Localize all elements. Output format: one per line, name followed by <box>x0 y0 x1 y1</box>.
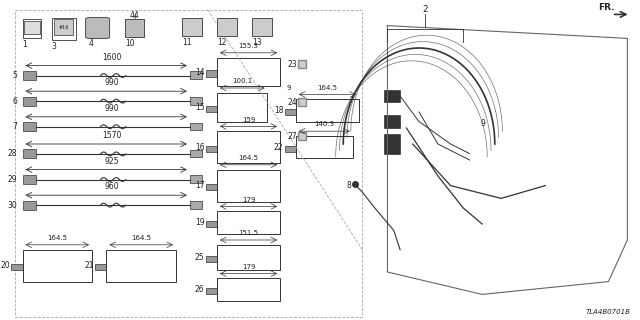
Text: 140.3: 140.3 <box>314 121 334 127</box>
Bar <box>106 250 176 282</box>
Bar <box>22 19 42 38</box>
Text: 10: 10 <box>125 39 135 48</box>
Bar <box>205 70 217 77</box>
Bar <box>22 122 36 131</box>
Bar <box>22 71 36 80</box>
Bar <box>190 175 202 183</box>
Text: 164.5: 164.5 <box>239 155 259 161</box>
Bar <box>205 184 217 190</box>
Bar <box>205 106 217 112</box>
Bar <box>22 201 36 210</box>
Text: 26: 26 <box>195 285 204 294</box>
Bar <box>54 19 73 35</box>
Text: 164.5: 164.5 <box>47 235 67 241</box>
Bar <box>205 146 217 152</box>
Bar <box>22 97 36 106</box>
Bar <box>217 245 280 270</box>
Text: 3: 3 <box>52 42 56 51</box>
Text: 164.5: 164.5 <box>131 235 151 241</box>
Text: 960: 960 <box>104 182 119 191</box>
Text: 925: 925 <box>104 157 119 166</box>
Text: 5: 5 <box>13 71 17 80</box>
Bar <box>217 93 268 122</box>
Text: 155.3: 155.3 <box>239 43 259 49</box>
Text: 14: 14 <box>195 68 204 76</box>
Bar <box>384 90 400 102</box>
Bar <box>217 131 280 163</box>
Text: 8: 8 <box>346 181 351 190</box>
Text: 6: 6 <box>13 97 17 106</box>
Text: 990: 990 <box>104 104 119 113</box>
Text: 29: 29 <box>8 175 17 184</box>
Bar <box>285 146 296 152</box>
Bar <box>217 211 280 234</box>
Text: 25: 25 <box>195 253 204 262</box>
Bar <box>22 149 36 158</box>
Text: 21: 21 <box>84 261 94 270</box>
Bar <box>52 18 76 40</box>
Text: 15: 15 <box>195 103 204 112</box>
Text: 16: 16 <box>195 143 204 152</box>
Bar <box>217 278 280 301</box>
Bar <box>190 150 202 157</box>
Text: 23: 23 <box>287 60 297 68</box>
Bar <box>11 264 22 270</box>
Bar <box>384 115 400 128</box>
Text: 19: 19 <box>195 218 204 227</box>
Bar <box>252 18 272 36</box>
Text: 7: 7 <box>13 122 17 131</box>
Bar <box>296 136 353 158</box>
Text: 44: 44 <box>130 11 140 20</box>
Text: 27: 27 <box>287 132 297 140</box>
Text: 164.5: 164.5 <box>317 84 337 91</box>
Bar <box>24 21 40 34</box>
Bar <box>190 123 202 130</box>
Text: 151.5: 151.5 <box>239 230 259 236</box>
Text: #16: #16 <box>58 25 68 30</box>
Bar <box>125 19 145 37</box>
Bar <box>95 264 106 270</box>
Text: 1570: 1570 <box>102 131 122 140</box>
Text: 12: 12 <box>217 38 227 47</box>
Bar <box>285 109 296 115</box>
Text: 30: 30 <box>8 201 17 210</box>
Text: 22: 22 <box>274 143 284 152</box>
Text: 179: 179 <box>242 196 255 203</box>
Bar <box>22 175 36 184</box>
Bar <box>22 250 92 282</box>
Text: 18: 18 <box>274 106 284 115</box>
Text: 1: 1 <box>22 40 28 49</box>
Text: 9: 9 <box>286 85 291 91</box>
Bar <box>190 201 202 209</box>
Bar <box>205 256 217 262</box>
Text: 24: 24 <box>287 98 297 107</box>
Text: 20: 20 <box>0 261 10 270</box>
FancyBboxPatch shape <box>86 18 109 38</box>
Bar <box>190 71 202 79</box>
Bar <box>296 99 359 122</box>
Text: 179: 179 <box>242 264 255 270</box>
Text: 13: 13 <box>252 38 261 47</box>
Text: 100.1: 100.1 <box>232 78 252 84</box>
Bar <box>190 97 202 105</box>
Text: 4: 4 <box>89 39 93 48</box>
Bar <box>217 58 280 86</box>
Text: 28: 28 <box>8 149 17 158</box>
Bar <box>182 18 202 36</box>
Text: FR.: FR. <box>598 3 615 12</box>
Text: 11: 11 <box>182 38 192 47</box>
Text: 17: 17 <box>195 181 204 190</box>
Bar <box>384 134 400 154</box>
Text: 9: 9 <box>481 119 486 128</box>
Text: 2: 2 <box>422 5 428 14</box>
Bar <box>205 288 217 294</box>
Text: TLA4B0701B: TLA4B0701B <box>586 309 630 315</box>
Bar <box>205 221 217 227</box>
Bar <box>217 18 237 36</box>
Bar <box>217 170 280 202</box>
Text: 1600: 1600 <box>102 53 122 62</box>
Text: 159: 159 <box>242 116 255 123</box>
Text: 990: 990 <box>104 78 119 87</box>
